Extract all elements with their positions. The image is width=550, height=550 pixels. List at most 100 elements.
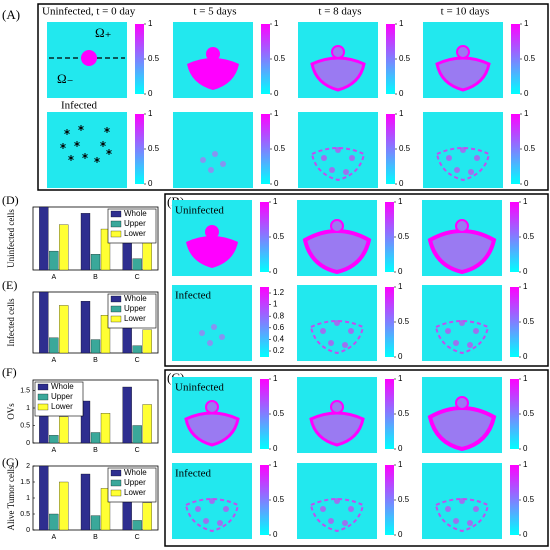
colorbar	[260, 287, 269, 357]
tumor-pattern	[434, 498, 490, 533]
colorbar-tick-label: 0	[523, 444, 528, 453]
y-tick-label: 0.5	[20, 422, 30, 429]
tumor-pattern	[434, 320, 490, 355]
infection-site	[94, 157, 100, 163]
colorbar	[385, 465, 394, 535]
panel-label: (D)	[2, 193, 19, 207]
x-tick-label: B	[93, 274, 98, 281]
colorbar	[510, 202, 519, 272]
infected-spot	[335, 147, 341, 153]
colorbar-tick-label: 1	[148, 109, 153, 118]
colorbar-tick-label: 0	[274, 89, 279, 98]
colorbar-tick-label: 0	[148, 89, 153, 98]
legend-label: Upper	[124, 219, 146, 228]
asterisk-stroke	[104, 128, 110, 132]
colorbar	[386, 24, 395, 94]
tumor-pattern	[309, 320, 365, 355]
colorbar-tick-label: 1	[273, 374, 278, 383]
colorbar-tick-label: 0	[274, 179, 279, 188]
colorbar-tick-label: 1	[148, 19, 153, 28]
bar	[100, 228, 111, 271]
tumor-pattern	[186, 225, 238, 268]
tumor	[81, 50, 97, 66]
infected-spot	[467, 342, 473, 348]
legend-label: Lower	[124, 229, 146, 238]
infected-spot	[473, 328, 479, 334]
x-tick-label: A	[51, 274, 56, 281]
panel-b-frame	[164, 193, 549, 367]
colorbar-tick-label: 0	[273, 267, 278, 276]
colorbar-tick-label: 1	[274, 19, 279, 28]
omega-label: Ω₊	[95, 25, 112, 40]
infection-site	[106, 149, 112, 155]
infected-spot	[328, 340, 334, 346]
asterisk-stroke	[94, 158, 100, 162]
tumor	[330, 400, 344, 414]
infection-site	[74, 141, 80, 147]
bar	[90, 515, 101, 531]
row-label: Infected	[175, 290, 212, 302]
y-tick-label: 1.5	[20, 387, 30, 394]
omega-label: Ω₋	[57, 71, 74, 86]
infected-spot	[321, 155, 327, 161]
legend-swatch	[37, 403, 49, 411]
y-axis-label: OVs	[6, 403, 16, 420]
colorbar-tick-label: 0.5	[398, 232, 410, 241]
tumor	[434, 320, 490, 355]
y-tick-label: 0	[26, 527, 30, 534]
bar	[59, 305, 69, 354]
infected-spot	[348, 506, 354, 512]
infected-spot	[349, 155, 355, 161]
colorbar-tick-label: 1	[523, 197, 528, 206]
tumor	[309, 320, 365, 355]
bar	[100, 413, 111, 444]
legend-label: Upper	[124, 478, 146, 487]
colorbar-tick-label: 1	[523, 282, 528, 291]
legend-swatch	[110, 210, 122, 218]
infected-spot	[342, 520, 348, 526]
colorbar	[261, 24, 270, 94]
infected-spot	[217, 520, 223, 526]
tumor	[309, 498, 365, 533]
infection-site	[104, 127, 110, 133]
bar	[80, 213, 91, 271]
bar	[59, 416, 69, 444]
infected-spot	[459, 498, 465, 504]
infected-spot	[320, 506, 326, 512]
legend-label: Whole	[124, 468, 147, 477]
bar	[59, 224, 69, 271]
y-axis-label: Alive Tumor cells	[6, 465, 16, 531]
infection-site	[68, 155, 74, 161]
asterisk-stroke	[82, 154, 88, 158]
infected-spot	[219, 334, 225, 340]
tumor-pattern	[199, 324, 225, 346]
panel-a-frame	[37, 3, 549, 191]
x-tick-label: B	[93, 534, 98, 541]
asterisk-stroke	[74, 142, 80, 146]
x-tick-label: C	[135, 274, 140, 281]
legend-label: Upper	[124, 304, 146, 313]
colorbar	[510, 465, 519, 535]
colorbar-tick-label: 0.6	[273, 323, 285, 332]
bar	[49, 513, 59, 531]
bar	[100, 488, 111, 531]
colorbar	[510, 379, 519, 449]
simulation-image	[47, 112, 127, 188]
infected-spot	[348, 328, 354, 334]
colorbar-tick-label: 0	[398, 267, 403, 276]
tumor-pattern	[435, 45, 491, 92]
infected-spot	[208, 167, 214, 173]
infected-spot	[454, 167, 460, 173]
infected-spot	[329, 167, 335, 173]
tumor	[186, 236, 238, 268]
infection-site	[60, 143, 66, 149]
y-tick-label: 2	[26, 463, 30, 470]
infected-spot	[474, 155, 480, 161]
tumor	[456, 45, 470, 59]
bar	[80, 300, 91, 354]
colorbar-tick-label: 1	[399, 109, 404, 118]
x-tick-label: C	[135, 534, 140, 541]
infected-spot	[446, 155, 452, 161]
tumor-pattern	[427, 219, 497, 275]
